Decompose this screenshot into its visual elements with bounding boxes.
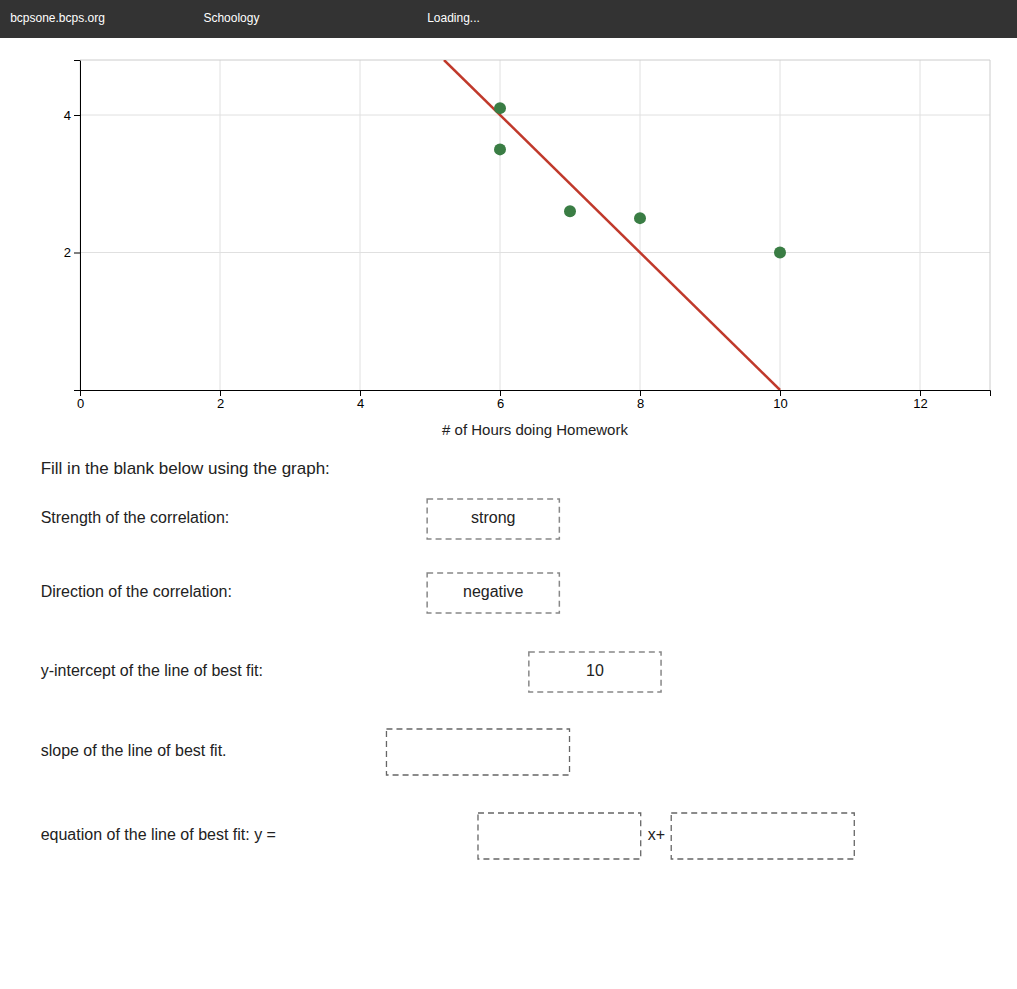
- y-axis-tick-label: 2: [64, 245, 71, 260]
- x-axis-tick-label: 6: [497, 396, 504, 411]
- x-axis-tick-mark: [920, 390, 921, 396]
- x-axis-tick-label: 0: [77, 396, 84, 411]
- grid-line-x: [780, 60, 781, 390]
- grid-line-x: [920, 60, 921, 390]
- x-axis-tick-mark: [360, 390, 361, 396]
- y-axis-tick-mark: [74, 115, 80, 116]
- x-axis-tick-label: 8: [637, 396, 644, 411]
- scatter-point: [494, 143, 506, 155]
- x-axis-line: [81, 391, 991, 397]
- x-axis-title: # of Hours doing Homework: [442, 421, 628, 438]
- browser-bar: [0, 0, 1017, 38]
- empty-answer-box: [386, 729, 569, 775]
- y-axis-tick: 2: [64, 245, 80, 260]
- answer-text: negative: [463, 583, 524, 600]
- scatter-point: [634, 212, 646, 224]
- x-axis-tick-label: 10: [773, 396, 787, 411]
- x-axis-tick-label: 12: [913, 396, 927, 411]
- y-axis-tick: 4: [64, 108, 80, 123]
- scatter-point: [494, 102, 506, 114]
- grid-line-y: [80, 115, 990, 116]
- grid-line-y: [80, 252, 990, 253]
- y-axis-tick-mark: [74, 253, 80, 254]
- grid-line-x: [360, 60, 361, 390]
- marks: [444, 60, 786, 390]
- x-axis-tick: 10: [773, 390, 787, 411]
- grid: [80, 60, 990, 390]
- x-axis-tick: 0: [77, 390, 84, 411]
- plot-frame-top: [80, 60, 990, 61]
- browser-text: Loading...: [427, 11, 480, 25]
- x-axis-tick-mark: [780, 390, 781, 396]
- plot-frame-right: [990, 60, 991, 390]
- x-axis-tick-mark: [220, 390, 221, 396]
- x-axis-tick: 2: [217, 390, 224, 411]
- grid-line-x: [220, 60, 221, 390]
- equation-text: x+: [648, 826, 665, 843]
- y-axis-tick-label: 4: [64, 108, 71, 123]
- answer-box: [427, 499, 559, 539]
- answer-box: [529, 652, 661, 692]
- y-axis: 24: [64, 61, 81, 391]
- answer-text: strong: [471, 509, 515, 526]
- browser-text: bcpsone.bcps.org: [10, 11, 105, 25]
- question-label: slope of the line of best fit.: [41, 742, 227, 759]
- fit-line: [444, 60, 780, 390]
- empty-answer-box: [478, 813, 641, 859]
- x-axis-tick: 4: [357, 390, 364, 411]
- empty-answer-box: [671, 813, 854, 859]
- question-label: Strength of the correlation:: [41, 509, 230, 526]
- x-axis: 0 2 4 6 8 10 12: [77, 390, 991, 411]
- y-axis-line: [74, 61, 81, 391]
- browser-text: Schoology: [203, 11, 259, 25]
- x-axis-tick: 6: [497, 390, 504, 411]
- chart-root: bcpsone.bcps.orgSchoologyLoading...02468…: [0, 0, 1017, 989]
- x-axis-tick-mark: [500, 390, 501, 396]
- question-label: y-intercept of the line of best fit:: [41, 662, 263, 679]
- question-label: Direction of the correlation:: [41, 583, 232, 600]
- x-axis-tick-label: 4: [357, 396, 364, 411]
- instruction-text: Fill in the blank below using the graph:: [41, 459, 330, 478]
- x-axis-tick: 12: [913, 390, 927, 411]
- scatter-point: [564, 205, 576, 217]
- question-label: equation of the line of best fit: y =: [41, 826, 276, 843]
- grid-line-x: [640, 60, 641, 390]
- answer-text: 10: [586, 662, 604, 679]
- answer-box: [427, 573, 559, 613]
- x-axis-tick-label: 2: [217, 396, 224, 411]
- x-axis-tick-mark: [640, 390, 641, 396]
- x-axis-tick: 8: [637, 390, 644, 411]
- scatter-point: [774, 247, 786, 259]
